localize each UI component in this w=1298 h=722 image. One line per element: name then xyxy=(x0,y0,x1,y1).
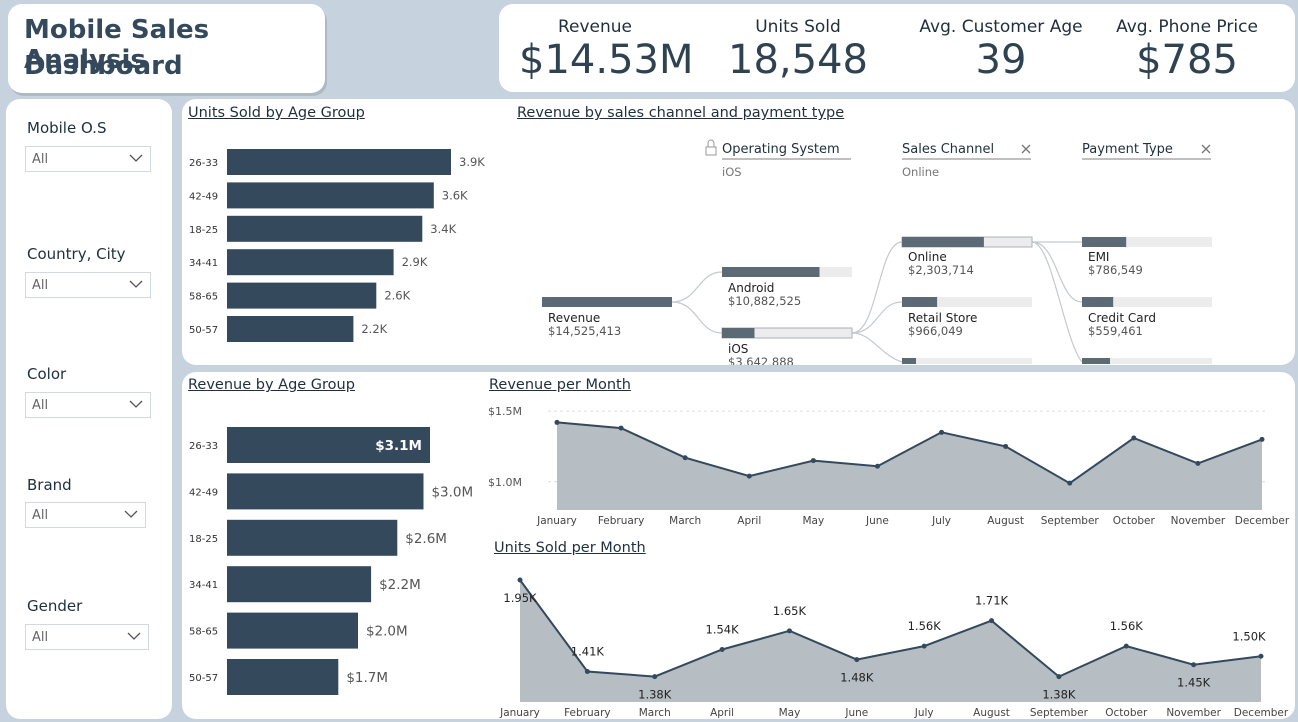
decomp-level-os-selected: iOS xyxy=(722,165,742,179)
decomp-node-retail-value: $966,049 xyxy=(908,324,963,338)
decomp-bar-online xyxy=(902,237,984,247)
kpi-avg-age-value: 39 xyxy=(975,37,1027,83)
chevron-down-icon xyxy=(129,154,143,162)
kpi-revenue-value: $14.53M xyxy=(519,37,694,83)
decomp-node-root-value: $14,525,413 xyxy=(548,324,621,338)
decomp-node-channel-more[interactable] xyxy=(902,358,1032,364)
chevron-down-icon xyxy=(127,632,141,640)
kpi-units-sold-label: Units Sold xyxy=(755,17,841,37)
filter-gender-label: Gender xyxy=(27,597,83,615)
decomp-node-payment-more[interactable] xyxy=(1082,358,1212,364)
decomp-node-root-label: Revenue xyxy=(548,311,600,325)
filter-os-dropdown[interactable]: All xyxy=(25,146,151,172)
kpi-avg-age-label: Avg. Customer Age xyxy=(919,17,1083,37)
filter-brand-label: Brand xyxy=(27,476,72,494)
decomp-node-retail[interactable]: Retail Store $966,049 xyxy=(902,297,1032,338)
chevron-down-icon xyxy=(129,280,143,288)
close-icon[interactable] xyxy=(1021,144,1031,154)
decomp-node-emi-label: EMI xyxy=(1088,250,1109,264)
filter-country-label: Country, City xyxy=(27,245,126,263)
decomp-bar-credit-card xyxy=(1082,297,1114,307)
kpi-units-sold-value: 18,548 xyxy=(728,37,868,83)
decomp-node-online[interactable]: Online $2,303,714 xyxy=(901,236,1033,277)
decomp-node-credit-card-value: $559,461 xyxy=(1088,324,1143,338)
lock-icon xyxy=(705,139,717,156)
decomp-node-android-label: Android xyxy=(728,281,774,295)
decomp-node-android-value: $10,882,525 xyxy=(728,294,801,308)
kpi-avg-price-label: Avg. Phone Price xyxy=(1116,17,1258,37)
decomp-bar-emi xyxy=(1082,237,1127,247)
decomp-connectors xyxy=(671,241,1083,363)
filter-color-label: Color xyxy=(27,365,67,383)
filter-os-label: Mobile O.S xyxy=(27,119,107,137)
filter-os-value: All xyxy=(32,152,49,167)
close-icon[interactable] xyxy=(1201,144,1211,154)
filter-color-dropdown[interactable]: All xyxy=(25,392,151,418)
bottom-visuals-card: Revenue by Age Group Revenue per Month U… xyxy=(182,372,1295,719)
decomp-node-root[interactable]: Revenue $14,525,413 xyxy=(542,297,672,338)
units-by-age-title: Units Sold by Age Group xyxy=(188,105,365,121)
filter-brand-dropdown[interactable]: All xyxy=(25,502,146,528)
decomp-node-ios-label: iOS xyxy=(728,342,748,356)
filter-country-value: All xyxy=(32,278,49,293)
decomposition-tree[interactable]: Operating System iOS Sales Channel Onlin… xyxy=(542,139,1212,369)
filter-brand-value: All xyxy=(32,508,49,523)
decomp-node-credit-card-label: Credit Card xyxy=(1088,311,1156,325)
filter-panel: Mobile O.S All Country, City All Color A… xyxy=(6,99,172,719)
decomp-node-emi[interactable]: EMI $786,549 xyxy=(1082,237,1212,277)
decomp-bar-ios xyxy=(722,328,755,338)
page-title-line2: Dashboard xyxy=(24,51,183,81)
decomp-bar-android xyxy=(722,267,820,277)
revenue-per-month-title: Revenue per Month xyxy=(489,377,631,393)
kpi-avg-price-value: $785 xyxy=(1136,37,1238,83)
decomp-bar-retail xyxy=(902,297,938,307)
decomp-level-payment-header: Payment Type xyxy=(1082,142,1173,157)
units-per-month-title: Units Sold per Month xyxy=(494,540,646,556)
decomp-level-channel-selected: Online xyxy=(902,165,939,179)
filter-color-value: All xyxy=(32,398,49,413)
chevron-down-icon xyxy=(129,400,143,408)
chevron-down-icon xyxy=(124,510,138,518)
decomp-tree-title: Revenue by sales channel and payment typ… xyxy=(517,105,845,121)
decomp-level-channel-header: Sales Channel xyxy=(902,142,994,157)
kpi-card: Revenue $14.53M Units Sold 18,548 Avg. C… xyxy=(499,4,1295,92)
decomp-level-os-header: Operating System xyxy=(722,142,840,157)
revenue-by-age-title: Revenue by Age Group xyxy=(188,377,355,393)
decomp-node-emi-value: $786,549 xyxy=(1088,263,1143,277)
decomp-node-retail-label: Retail Store xyxy=(908,311,977,325)
decomp-node-credit-card[interactable]: Credit Card $559,461 xyxy=(1082,297,1212,338)
filter-gender-value: All xyxy=(32,630,49,645)
decomp-node-online-value: $2,303,714 xyxy=(908,263,974,277)
card-gap xyxy=(182,365,1295,372)
decomp-node-online-label: Online xyxy=(908,250,947,264)
decomp-node-android[interactable]: Android $10,882,525 xyxy=(722,267,852,308)
filter-gender-dropdown[interactable]: All xyxy=(25,624,149,650)
kpi-revenue-label: Revenue xyxy=(557,17,633,37)
filter-country-dropdown[interactable]: All xyxy=(25,272,151,298)
page-title-line1: Mobile Sales Analysis xyxy=(24,15,210,75)
title-card: Mobile Sales Analysis Dashboard xyxy=(8,4,325,93)
